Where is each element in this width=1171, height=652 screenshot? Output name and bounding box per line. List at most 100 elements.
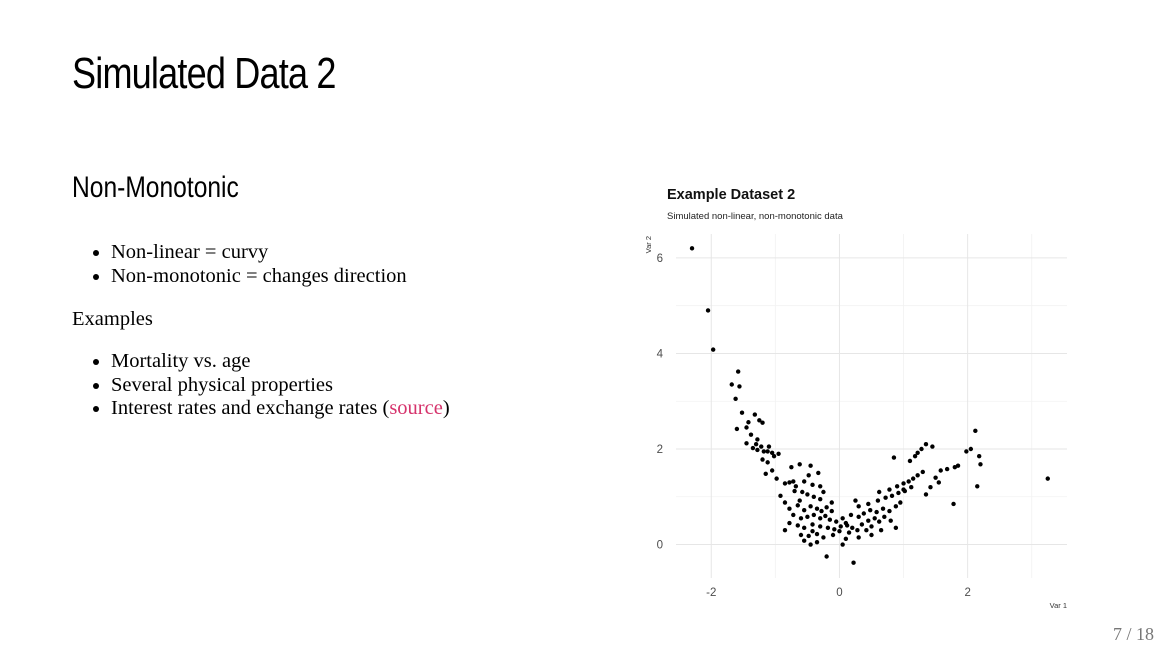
data-point (763, 471, 768, 477)
data-point (814, 539, 820, 545)
data-point (909, 485, 914, 490)
data-point (771, 453, 777, 459)
data-point (710, 347, 716, 352)
data-point (789, 464, 794, 470)
grid-lines (676, 234, 1067, 578)
data-point (801, 538, 807, 543)
data-point (930, 444, 935, 449)
data-point (910, 476, 916, 481)
data-point (752, 412, 758, 417)
data-point (840, 542, 845, 547)
data-point (964, 449, 969, 454)
data-point (901, 481, 906, 486)
data-point (830, 532, 836, 538)
data-point (801, 507, 807, 513)
data-point (923, 492, 929, 497)
data-point (806, 473, 811, 478)
x-tick-label: -2 (706, 587, 716, 599)
data-point (734, 426, 740, 432)
data-point (798, 532, 804, 538)
data-point (810, 482, 815, 488)
data-point (765, 460, 770, 465)
data-point (837, 528, 842, 534)
chart-title: Example Dataset 2 (667, 187, 795, 203)
data-point (825, 525, 831, 531)
data-point (838, 524, 843, 529)
data-point (824, 554, 829, 559)
data-point (795, 503, 800, 508)
data-point (792, 488, 797, 494)
section-heading: Non-Monotonic (72, 171, 239, 204)
data-point (759, 444, 764, 449)
x-axis-title: Var 1 (1050, 601, 1067, 610)
data-point (744, 425, 749, 430)
data-point (850, 525, 855, 531)
data-point (801, 525, 807, 531)
y-tick-label: 2 (657, 444, 663, 456)
data-point (729, 382, 734, 387)
data-point (800, 489, 805, 495)
data-point (861, 511, 867, 516)
data-point (889, 493, 895, 499)
scatter-chart: Example Dataset 2 Simulated non-linear, … (630, 176, 1080, 616)
data-point (791, 479, 796, 484)
data-point (868, 507, 873, 513)
y-tick-label: 6 (657, 253, 663, 265)
data-point (733, 396, 738, 402)
y-tick-label: 0 (657, 540, 663, 552)
data-point (887, 508, 892, 514)
data-point (938, 468, 943, 473)
data-point (760, 457, 765, 462)
x-tick-label: 0 (836, 587, 842, 599)
data-point (834, 519, 839, 524)
data-point (760, 420, 765, 425)
data-point (876, 519, 882, 524)
data-point (814, 506, 820, 511)
data-point (818, 484, 823, 489)
source-link[interactable]: source (389, 397, 443, 419)
data-point (750, 445, 756, 451)
data-point (811, 512, 817, 518)
data-point (1045, 476, 1050, 481)
data-point (848, 512, 854, 518)
data-point (919, 446, 924, 452)
data-point (882, 514, 887, 520)
data-point (793, 484, 799, 489)
data-point (883, 495, 888, 500)
data-points (689, 246, 1050, 565)
data-point (808, 504, 813, 509)
definition-list: Non-linear = curvy Non-monotonic = chang… (72, 241, 407, 288)
y-axis-title: Var 2 (644, 236, 653, 253)
data-point (769, 468, 775, 473)
data-point (818, 524, 823, 529)
data-point (915, 450, 920, 456)
data-point (955, 463, 961, 468)
data-point (787, 520, 792, 526)
data-point (872, 516, 877, 521)
data-point (933, 475, 938, 480)
data-point (829, 508, 834, 514)
data-point (805, 514, 810, 520)
data-point (888, 518, 893, 523)
list-item: Non-linear = curvy (111, 241, 407, 265)
data-point (744, 441, 749, 446)
data-point (818, 516, 823, 521)
data-point (894, 484, 900, 489)
data-point (816, 470, 821, 476)
data-point (827, 517, 833, 522)
data-point (739, 410, 745, 415)
data-point (705, 308, 711, 313)
data-point (811, 494, 817, 499)
data-point (880, 506, 886, 511)
data-point (766, 444, 772, 449)
data-point (891, 455, 897, 460)
data-point (737, 384, 742, 389)
data-point (843, 536, 849, 542)
data-point (795, 523, 800, 528)
data-point (821, 489, 826, 495)
data-point (975, 484, 980, 489)
scatter-plot-svg: Example Dataset 2 Simulated non-linear, … (644, 187, 1067, 610)
data-point (875, 498, 881, 503)
tick-labels: -2 0 2 0 2 4 6 (657, 253, 971, 599)
data-point (944, 466, 950, 472)
